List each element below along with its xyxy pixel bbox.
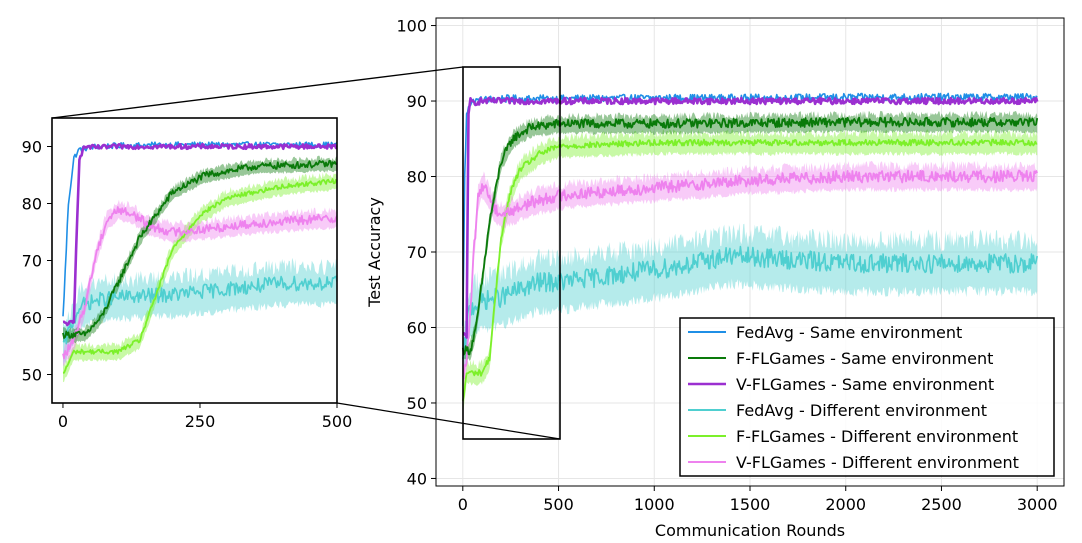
inset-y-tick-label: 70 [22,252,42,271]
main-y-axis-label: Test Accuracy [365,197,384,308]
legend-label: F-FLGames - Same environment [736,349,993,368]
legend-label: V-FLGames - Same environment [736,375,994,394]
main-x-tick-label: 1000 [634,495,675,514]
main-x-tick-label: 3000 [1017,495,1058,514]
main-chart: 0 500 1000 1500 2000 2500 3000 40 50 60 70 80 90 100… [365,17,1065,540]
zoom-region-box [462,66,561,440]
main-x-axis-label: Communication Rounds [655,521,845,540]
inset-y-tick-label: 90 [22,138,42,157]
legend-label: FedAvg - Different environment [736,401,987,420]
inset-line-v-flgames-different-environment [62,206,337,360]
inset-x-tick-label: 250 [185,412,216,431]
main-y-tick-label: 100 [396,17,427,36]
main-band-fedavg-different-environment [462,223,1038,389]
inset-line-f-flgames-same-environment [62,160,337,339]
inset-line-f-flgames-different-environment [62,178,337,374]
legend-label: FedAvg - Same environment [736,323,962,342]
main-line-f-flgames-same-environment [461,116,1039,356]
main-x-tick-label: 2000 [825,495,866,514]
main-line-f-flgames-different-environment [461,138,1038,401]
main-y-tick-label: 90 [407,92,427,111]
main-x-tick-label: 500 [543,495,574,514]
inset-x-tick-label: 500 [322,412,353,431]
main-lines [461,92,1039,401]
main-y-ticks: 40 50 60 70 80 90 100 [396,17,436,488]
legend-entries: FedAvg - Same environment F-FLGames - Sam… [688,323,1019,472]
main-band-v-flgames-different-environment [462,160,1038,395]
main-y-tick-label: 50 [407,394,427,413]
legend-label: F-FLGames - Different environment [736,427,1018,446]
main-line-v-flgames-different-environment [461,169,1038,380]
inset-band-f-flgames-different-environment [63,172,337,383]
main-x-tick-label: 1500 [730,495,771,514]
main-line-fedavg-different-environment [462,245,1038,359]
inset-line-v-flgames-same-environment [62,143,337,327]
inset-y-ticks: 50 60 70 80 90 [22,138,52,385]
main-y-tick-label: 70 [407,243,427,262]
inset-x-tick-label: 0 [58,412,68,431]
legend: FedAvg - Same environment F-FLGames - Sam… [679,317,1055,477]
inset-line-fedavg-different-environment [62,275,337,345]
main-y-tick-label: 80 [407,168,427,187]
zoom-connectors [51,66,561,440]
inset-y-tick-label: 60 [22,309,42,328]
inset-lines [62,141,337,374]
legend-frame [679,317,1055,477]
main-x-ticks: 0 500 1000 1500 2000 2500 3000 [458,486,1058,514]
main-line-v-flgames-same-environment [462,96,1039,339]
legend-label: V-FLGames - Different environment [736,453,1019,472]
zoom-connector-bottom [336,402,561,440]
main-y-tick-label: 60 [407,318,427,337]
zoom-connector-top [51,66,464,119]
inset-chart: 0 250 500 50 60 70 80 90 [22,117,352,431]
main-x-tick-label: 0 [458,495,468,514]
inset-x-ticks: 0 250 500 [58,403,352,431]
inset-y-tick-label: 50 [22,366,42,385]
inset-y-tick-label: 80 [22,195,42,214]
main-x-tick-label: 2500 [921,495,962,514]
main-y-tick-label: 40 [407,469,427,488]
